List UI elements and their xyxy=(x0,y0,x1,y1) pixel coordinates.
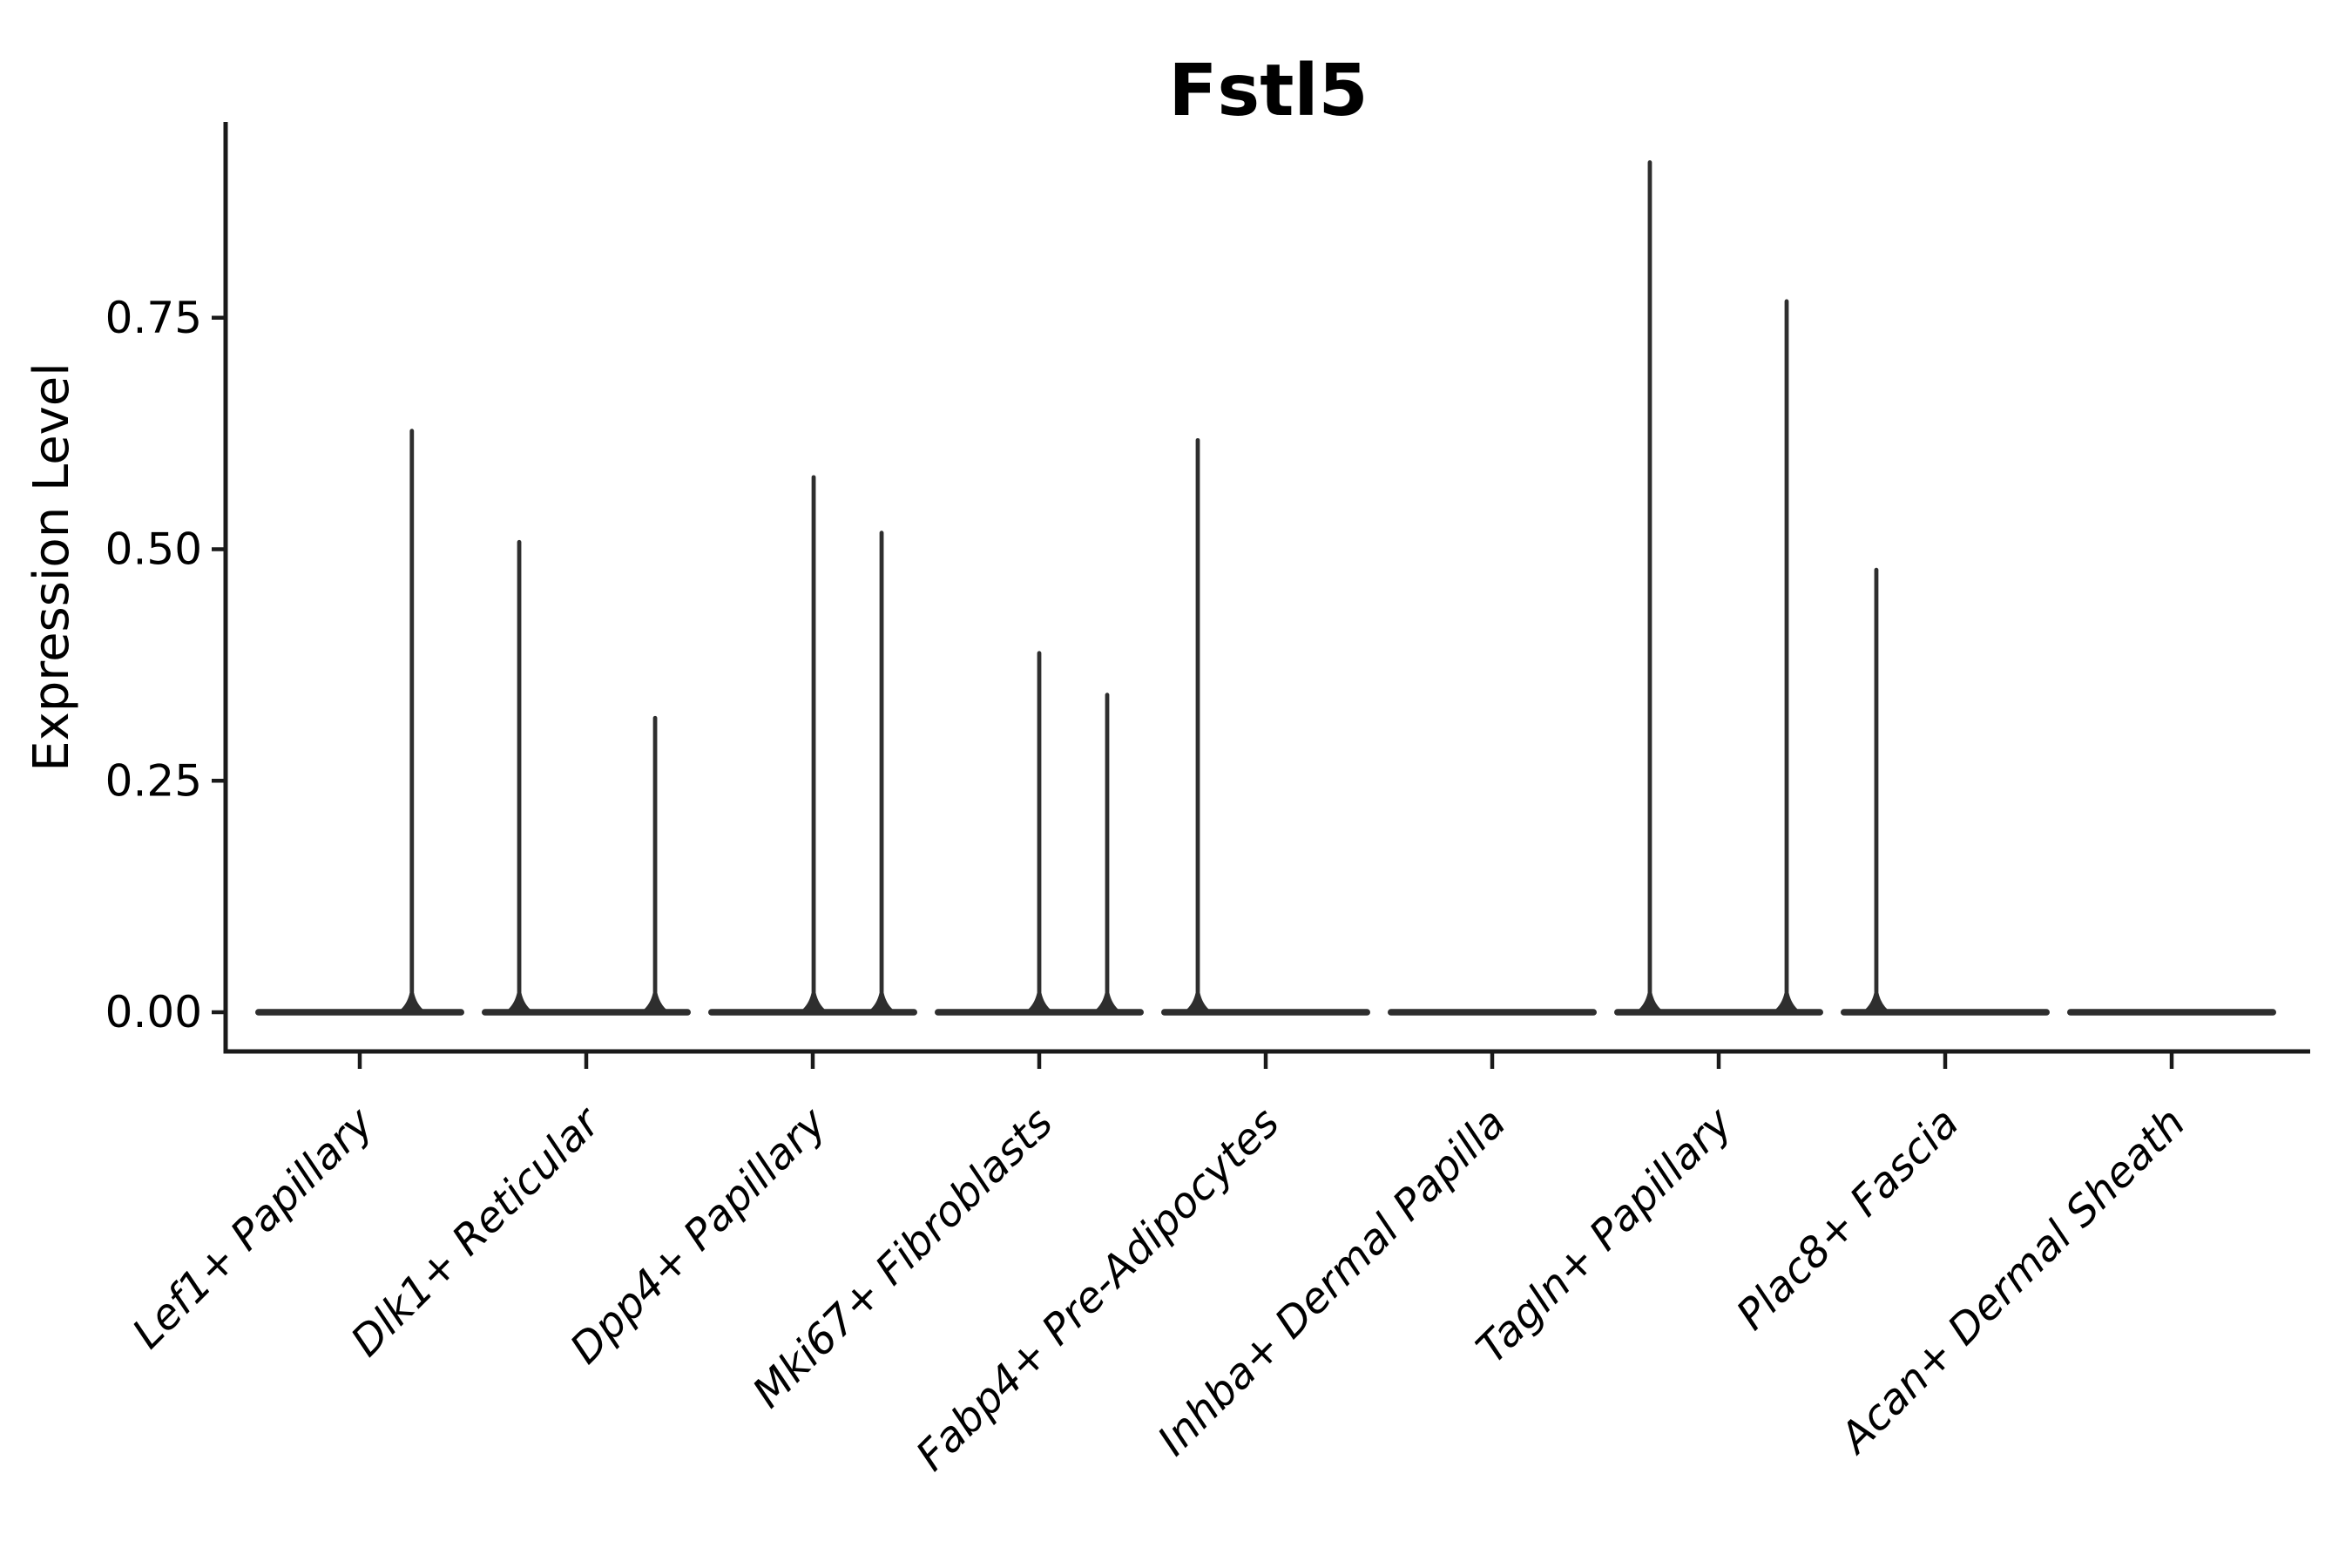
violin-spike xyxy=(517,539,522,1012)
x-tick-label: Lef1+ Papillary xyxy=(123,1098,383,1358)
y-axis-label: Expression Level xyxy=(24,362,80,772)
violin-baseline xyxy=(255,1009,464,1016)
violin-spike xyxy=(1037,651,1042,1012)
y-tick-label: 0.50 xyxy=(105,524,202,575)
y-tick-label: 0.00 xyxy=(105,987,202,1037)
violin-spike xyxy=(1784,299,1789,1012)
x-tick-label: Fabp4+ Pre-Adipocytes xyxy=(907,1098,1289,1481)
violin-spike xyxy=(652,715,658,1012)
violin-spike xyxy=(879,531,884,1012)
x-tick-label: Dlk1+ Reticular xyxy=(341,1097,612,1367)
violin-spike xyxy=(409,429,415,1012)
violin-baseline xyxy=(1614,1009,1823,1016)
chart-title: Fstl5 xyxy=(1168,50,1368,132)
violin-spike xyxy=(1874,567,1879,1012)
y-tick-label: 0.75 xyxy=(105,293,202,343)
violin-baseline xyxy=(482,1009,691,1016)
y-tick-label: 0.25 xyxy=(105,755,202,806)
violin-spike xyxy=(1195,437,1200,1012)
violin-baseline xyxy=(1161,1009,1370,1016)
violin-baseline xyxy=(2067,1009,2276,1016)
violin-spike xyxy=(1647,160,1652,1013)
violin-spike xyxy=(811,475,816,1012)
x-tick-label: Plac8+ Fascia xyxy=(1727,1098,1969,1340)
violin-spike xyxy=(1105,693,1110,1012)
violin-baseline xyxy=(1388,1009,1597,1016)
violin-baseline xyxy=(1841,1009,2050,1016)
